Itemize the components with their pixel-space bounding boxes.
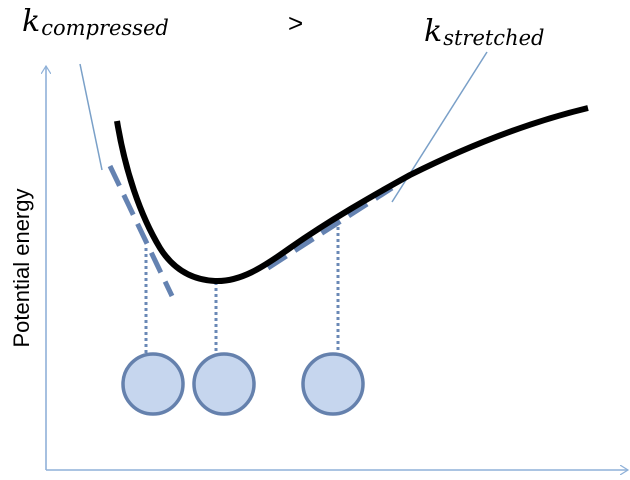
- potential-energy-curve: [114, 105, 589, 285]
- y-axis-label: Potential energy: [9, 188, 34, 348]
- atom-stretched: [301, 352, 365, 416]
- greater-than-sign: >: [288, 8, 304, 38]
- k-stretched-label: kstretched: [424, 14, 544, 50]
- k-stretched-main: k: [424, 14, 443, 49]
- k-compressed-label: kcompressed: [22, 4, 169, 40]
- k-compressed-main: k: [22, 4, 41, 39]
- compressed-pointer-line: [79, 63, 103, 171]
- k-stretched-subscript: stretched: [443, 26, 545, 50]
- stretched-tangent-line: [266, 185, 394, 271]
- compressed-tangent-line: [107, 164, 175, 298]
- atom-compressed: [121, 352, 185, 416]
- k-compressed-subscript: compressed: [41, 16, 169, 40]
- atom-equilibrium: [192, 352, 256, 416]
